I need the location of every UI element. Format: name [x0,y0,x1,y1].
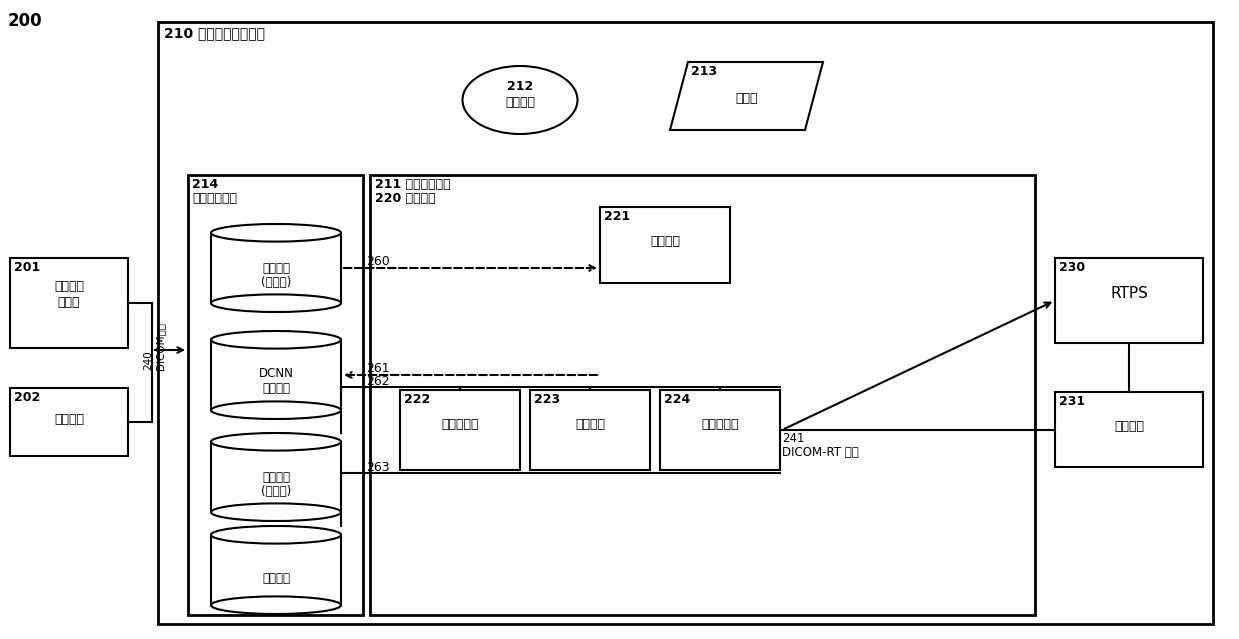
Bar [400,390,520,470]
Ellipse shape [462,66,577,134]
Text: 223: 223 [534,393,560,406]
Bar [1054,392,1203,467]
Text: 262: 262 [366,375,389,388]
Bar [660,390,781,470]
Ellipse shape [211,331,341,349]
Bar [211,340,341,410]
Text: 数据库: 数据库 [58,296,81,309]
Text: 外部存储设备: 外部存储设备 [192,192,237,205]
Text: RTPS: RTPS [1110,286,1149,301]
Text: (训练集): (训练集) [261,275,291,288]
Text: 252: 252 [263,440,289,453]
Text: 253: 253 [263,533,289,546]
Text: 231: 231 [1059,395,1085,408]
Text: 成像设备: 成像设备 [55,413,84,426]
Text: 221: 221 [603,210,631,223]
Ellipse shape [211,295,341,312]
Text: 211 内部存储设备: 211 内部存储设备 [375,178,451,191]
Text: 240
DICOM协议: 240 DICOM协议 [144,322,165,370]
Text: 251: 251 [263,338,289,351]
Text: 260: 260 [366,255,390,268]
Text: 200: 200 [7,12,42,30]
Text: 医学影像: 医学影像 [55,280,84,293]
Text: 设置文件: 设置文件 [261,381,290,394]
Text: 后处理组件: 后处理组件 [701,418,738,431]
Text: 213: 213 [691,65,717,78]
Bar [10,388,128,456]
Text: 处理器: 处理器 [735,92,758,105]
Text: 250: 250 [263,231,289,244]
Text: DCNN: DCNN [259,367,294,380]
Ellipse shape [211,526,341,544]
Ellipse shape [211,433,341,450]
Text: 201: 201 [14,261,40,274]
Text: 分割组件: 分割组件 [575,418,605,431]
Bar [159,22,1213,624]
Ellipse shape [211,596,341,614]
Text: DICOM-RT 协议: DICOM-RT 协议 [782,446,859,459]
Bar [370,175,1035,615]
Text: 220 分割引擎: 220 分割引擎 [375,192,436,205]
Bar [530,390,650,470]
Ellipse shape [211,224,341,242]
Text: 212: 212 [507,80,533,93]
Text: 医学影像: 医学影像 [261,470,290,484]
Bar [211,233,341,303]
Bar [10,258,128,348]
Polygon shape [670,62,823,130]
Text: 261: 261 [366,362,389,375]
Bar [188,175,363,615]
Text: 214: 214 [192,178,218,191]
Text: 预处理组件: 预处理组件 [441,418,478,431]
Ellipse shape [211,504,341,521]
Bar [211,442,341,512]
Text: 202: 202 [14,391,40,404]
Ellipse shape [211,401,341,419]
Text: 222: 222 [404,393,430,406]
Text: 医学影像: 医学影像 [261,261,290,275]
Text: 放疗设备: 放疗设备 [1114,420,1144,433]
Text: 210 医学影像分割系统: 210 医学影像分割系统 [164,26,265,40]
Text: 用户界面: 用户界面 [506,96,535,109]
Text: 263: 263 [366,461,389,474]
Text: 230: 230 [1059,261,1085,274]
Text: 224: 224 [664,393,690,406]
Text: 241: 241 [782,432,804,445]
Text: (目标集): (目标集) [261,484,291,498]
Bar [1054,258,1203,343]
Text: 软件组件: 软件组件 [261,571,290,585]
Bar [211,535,341,605]
Bar [600,207,730,283]
Text: 训练组件: 训练组件 [650,235,680,248]
